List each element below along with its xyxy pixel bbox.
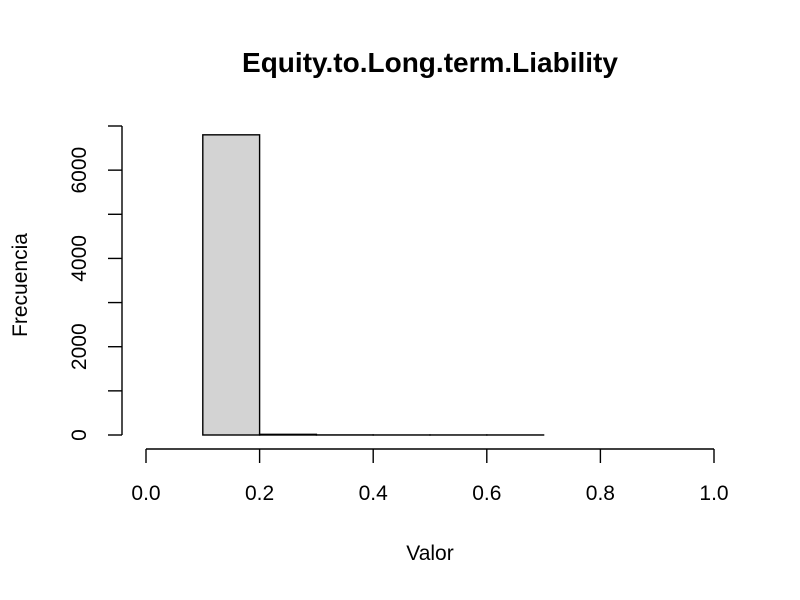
x-tick-label: 1.0: [699, 482, 728, 505]
histogram-bar: [258, 433, 318, 436]
x-axis-ticks: 0.0 0.2 0.4 0.6 0.8 1.0: [131, 449, 729, 505]
x-tick-label: 0.2: [245, 482, 274, 505]
x-tick-label: 0.4: [359, 482, 389, 505]
x-tick-label: 0.6: [472, 482, 501, 505]
x-tick-label: 0.0: [131, 482, 160, 505]
histogram-bar: [202, 134, 261, 436]
y-tick-label: 2000: [68, 323, 91, 370]
y-tick-label: 0: [68, 429, 91, 441]
x-axis-label: Valor: [406, 542, 453, 565]
y-axis-label: Frecuencia: [9, 233, 32, 337]
y-axis-ticks: 0 2000 4000 6000: [68, 125, 122, 441]
y-tick-label: 4000: [68, 235, 91, 282]
chart-title: Equity.to.Long.term.Liability: [242, 47, 618, 78]
x-tick-label: 0.8: [586, 482, 615, 505]
bars-group: [202, 134, 545, 436]
y-tick-label: 6000: [68, 147, 91, 194]
